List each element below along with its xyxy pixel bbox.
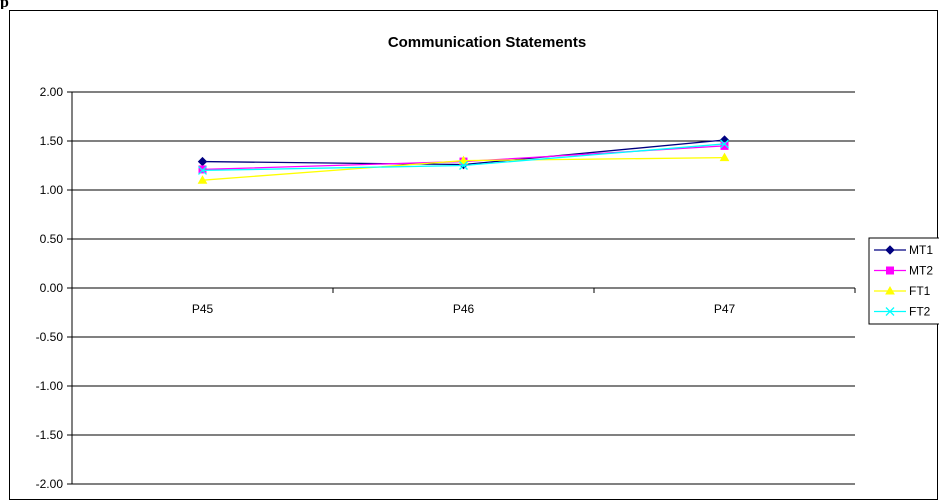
data-point-ft1 [719, 152, 730, 162]
axes [67, 91, 856, 485]
legend-label: MT1 [909, 243, 933, 257]
data-point-mt2 [198, 165, 207, 174]
data-point-ft2 [720, 139, 729, 149]
data-point-mt1 [197, 156, 208, 167]
x-tick-label: P47 [714, 302, 736, 316]
legend-marker [886, 266, 894, 275]
series-lines [197, 135, 730, 184]
x-tick-label: P45 [192, 302, 214, 316]
marker-stroke [198, 165, 207, 175]
y-tick-label: -2.00 [36, 477, 64, 491]
y-tick-label: 0.50 [40, 232, 64, 246]
y-tick-label: 1.50 [40, 134, 64, 148]
y-tick-labels: 2.00 1.50 1.00 0.50 0.00 -0.50 -1.00 -1.50 -2.00 [36, 85, 64, 491]
legend-box [868, 237, 939, 325]
marker-stroke [720, 139, 729, 149]
corner-heading-fragment: p [0, 0, 9, 9]
data-point-ft2 [198, 165, 207, 175]
legend-marker [885, 307, 895, 316]
data-point-mt2 [720, 141, 729, 150]
gridlines [72, 91, 855, 485]
data-point-ft2 [459, 161, 468, 170]
y-tick-label: -1.50 [36, 428, 64, 442]
legend-marker [885, 285, 895, 295]
y-tick-label: -1.00 [36, 379, 64, 393]
y-tick-label: -0.50 [36, 330, 64, 344]
x-tick-labels: P45 P46 P47 [192, 302, 736, 316]
chart-title: Communication Statements [388, 34, 586, 51]
marker-stroke [459, 161, 468, 170]
legend-marker [885, 245, 895, 255]
legend-label: MT2 [909, 264, 933, 278]
data-point-ft1 [197, 175, 208, 184]
y-tick-label: 1.00 [40, 183, 64, 197]
marker-stroke [885, 307, 895, 316]
x-tick-label: P46 [453, 302, 475, 316]
data-point-ft1 [458, 155, 469, 165]
legend-label: FT1 [909, 284, 931, 298]
y-tick-label: 0.00 [40, 281, 64, 295]
legend-label: FT2 [909, 305, 931, 319]
y-tick-label: 2.00 [40, 85, 64, 99]
legend: MT1 MT2 FT1 FT2 [868, 237, 939, 325]
